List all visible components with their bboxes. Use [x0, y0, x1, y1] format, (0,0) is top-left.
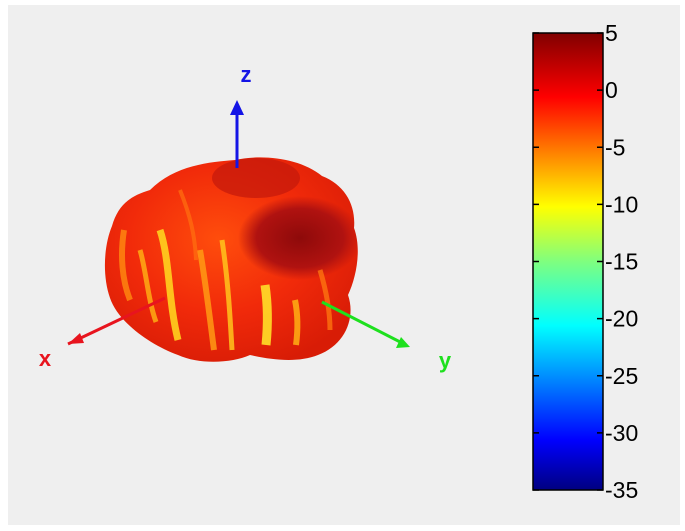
axis-y-label: y	[439, 348, 452, 373]
axis-z-label: z	[241, 62, 252, 87]
axis-y-arrowhead	[396, 337, 410, 348]
colorbar: 5 0 -5 -10 -15 -20 -25 -30 -35	[532, 20, 638, 503]
colorbar-tick-label: -35	[605, 477, 638, 503]
colorbar-gradient	[532, 32, 604, 491]
axis-x-label: x	[39, 346, 52, 371]
colorbar-tick-label: 0	[605, 77, 618, 103]
colorbar-tick-label: -20	[605, 306, 638, 332]
colorbar-tick-label: -5	[605, 134, 625, 160]
axis-x-arrowhead	[68, 333, 84, 344]
axis-y-line	[321, 300, 407, 347]
pattern-surface	[104, 157, 358, 362]
coordinate-axes: x y z	[39, 62, 452, 373]
colorbar-tick-label: -15	[605, 249, 638, 275]
colorbar-tick-label: 5	[605, 20, 618, 46]
colorbar-tick-label: -25	[605, 363, 638, 389]
colorbar-tick-label: -10	[605, 191, 638, 217]
colorbar-tick-label: -30	[605, 420, 638, 446]
axis-x-line	[67, 296, 166, 346]
axis-z-arrowhead	[230, 100, 244, 115]
